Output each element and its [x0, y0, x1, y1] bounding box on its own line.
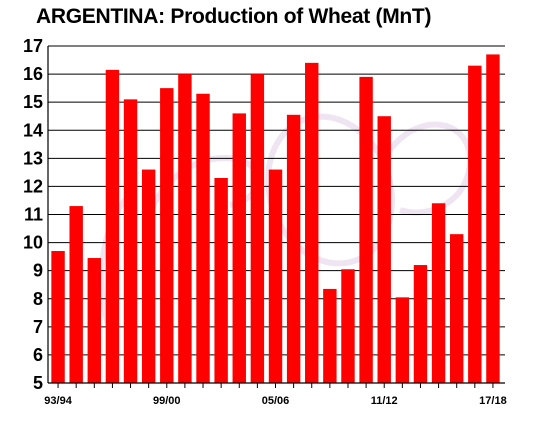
x-axis-ticks: 93/94 99/00 05/06 11/12 17/18	[44, 383, 507, 407]
bar-06/07	[286, 114, 301, 383]
x-tick-label: 99/00	[153, 395, 181, 407]
axes	[47, 46, 505, 384]
bar-02/03	[214, 177, 228, 383]
bar-15/16	[449, 234, 464, 383]
bar-99/00	[160, 88, 174, 383]
y-tick-label: 15	[23, 92, 43, 112]
bar-00/01	[178, 74, 192, 383]
bar-01/02	[196, 93, 210, 383]
bar-09/10	[341, 269, 355, 383]
y-tick-label: 5	[33, 373, 43, 393]
y-tick-label: 6	[33, 345, 43, 365]
y-tick-label: 11	[24, 205, 43, 225]
bar-08/09	[323, 288, 337, 383]
x-tick-label: 17/18	[479, 395, 507, 407]
y-tick-label: 9	[33, 261, 43, 281]
y-tick-label: 14	[23, 120, 43, 140]
bar-03/04	[232, 113, 246, 384]
bars	[51, 54, 500, 384]
y-tick-label: 16	[23, 64, 43, 84]
y-tick-label: 8	[33, 289, 43, 309]
y-axis-ticks: 5 6 7 8 9 10 11 12 13 14 15 16 17	[23, 36, 43, 393]
bar-14/15	[431, 203, 446, 383]
x-tick-label: 11/12	[371, 395, 398, 407]
bar-94/95	[69, 206, 83, 383]
y-tick-label: 17	[23, 36, 43, 56]
y-tick-label: 10	[23, 233, 43, 253]
y-tick-label: 7	[33, 317, 43, 337]
bar-98/99	[141, 169, 156, 383]
bar-95/96	[87, 258, 102, 383]
bar-13/14	[413, 265, 428, 383]
bar-93/94	[51, 251, 65, 383]
bar-11/12	[377, 116, 391, 383]
y-tick-label: 12	[23, 176, 43, 196]
bar-10/11	[359, 76, 373, 384]
bar-07/08	[305, 62, 319, 383]
bar-16/17	[468, 65, 482, 384]
x-tick-label: 93/94	[44, 395, 72, 407]
x-tick-label: 05/06	[262, 395, 290, 407]
bar-12/13	[395, 297, 410, 383]
bar-17/18	[486, 54, 500, 384]
bar-05/06	[268, 169, 283, 383]
bar-04/05	[250, 74, 265, 383]
y-tick-label: 13	[23, 148, 43, 168]
bar-96/97	[105, 69, 120, 383]
chart-title: ARGENTINA: Production of Wheat (MnT)	[36, 5, 432, 28]
bar-97/98	[123, 99, 138, 383]
